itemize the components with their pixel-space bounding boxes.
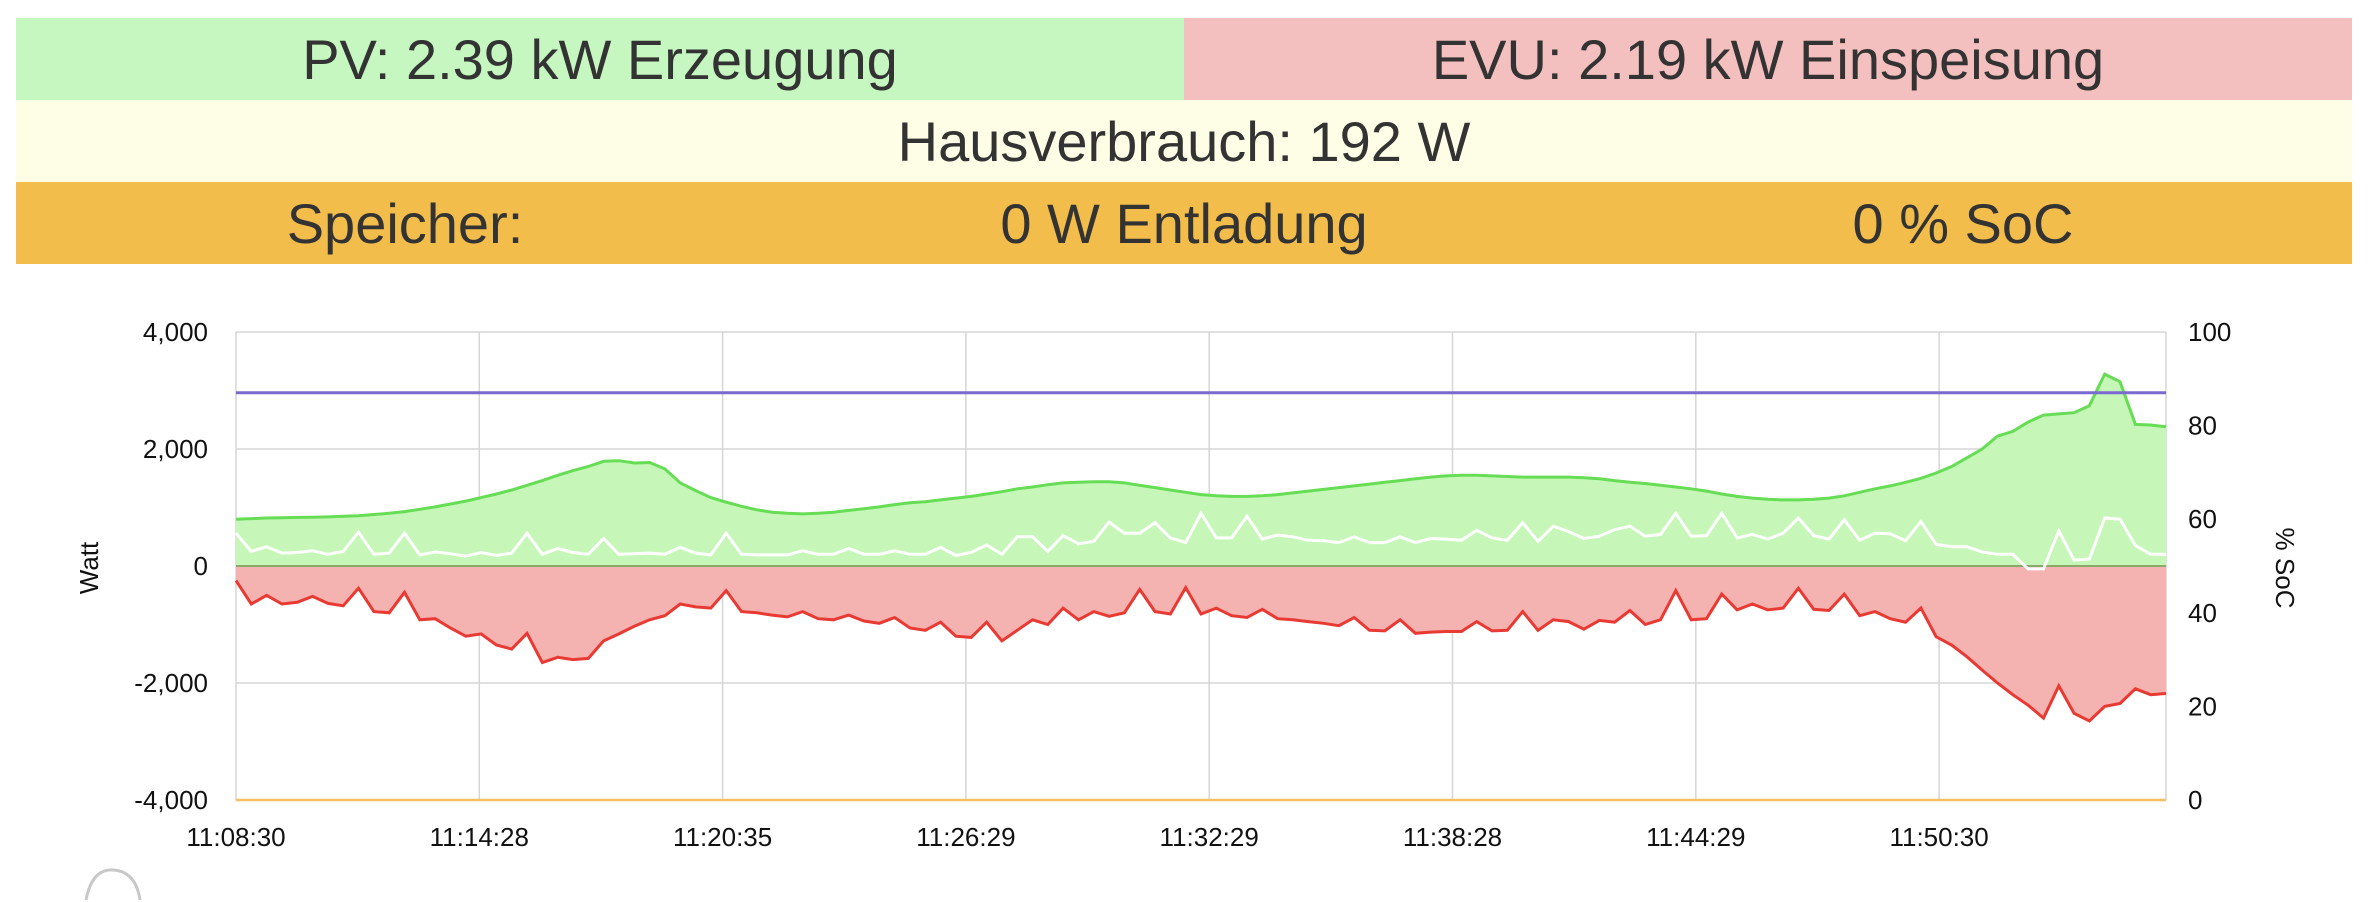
evu-status-text: EVU: 2.19 kW Einspeisung <box>1431 27 2105 91</box>
x-tick: 11:26:29 <box>916 822 1015 852</box>
y-tick-right: 80 <box>2188 411 2217 441</box>
power-chart: 4,000 2,000 0 -2,000 -4,000 100 80 60 40 20 0 11:08… <box>74 317 2300 852</box>
pv-area <box>236 374 2166 566</box>
y-tick-left: 4,000 <box>143 317 208 347</box>
speicher-power-text: 0 W Entladung <box>1000 191 1368 255</box>
y-tick-left: 0 <box>194 551 208 581</box>
speicher-soc-text: 0 % SoC <box>1852 191 2074 255</box>
x-tick: 11:32:29 <box>1160 822 1259 852</box>
evu-line <box>234 579 2167 723</box>
chart-lines <box>234 372 2167 802</box>
y-tick-left: -2,000 <box>134 668 208 698</box>
y-tick-left: 2,000 <box>143 434 208 464</box>
y-tick-right: 60 <box>2188 504 2217 534</box>
evu-status: EVU: 2.19 kW Einspeisung <box>1184 18 2352 100</box>
pv-status: PV: 2.39 kW Erzeugung <box>16 18 1184 100</box>
y-tick-right: 0 <box>2188 785 2202 815</box>
status-row-top: PV: 2.39 kW Erzeugung EVU: 2.19 kW Einsp… <box>16 18 2352 100</box>
y-tick-right: 100 <box>2188 317 2231 347</box>
haus-line <box>234 510 2166 571</box>
x-tick: 11:20:35 <box>673 822 772 852</box>
speicher-label: Speicher: <box>16 182 794 264</box>
x-tick: 11:44:29 <box>1646 822 1745 852</box>
y-tick-left: -4,000 <box>134 785 208 815</box>
hausverbrauch-text: Hausverbrauch: 192 W <box>897 109 1471 173</box>
speicher-power: 0 W Entladung <box>794 182 1574 264</box>
y-axis-left-title: Watt <box>74 541 104 594</box>
speicher-label-text: Speicher: <box>286 191 524 255</box>
evu-area <box>236 566 2166 721</box>
x-tick: 11:38:28 <box>1403 822 1502 852</box>
chart-ticks: 4,000 2,000 0 -2,000 -4,000 100 80 60 40 20 0 11:08… <box>134 317 2231 852</box>
pv-status-text: PV: 2.39 kW Erzeugung <box>302 27 898 91</box>
pv-line <box>235 372 2167 521</box>
y-tick-right: 40 <box>2188 598 2217 628</box>
speicher-status: Speicher: 0 W Entladung 0 % SoC <box>16 182 2352 264</box>
x-tick: 11:14:28 <box>430 822 529 852</box>
x-tick: 11:50:30 <box>1889 822 1988 852</box>
x-tick: 11:08:30 <box>186 822 285 852</box>
y-tick-right: 20 <box>2188 691 2217 721</box>
logo-icon <box>84 868 142 901</box>
speicher-soc: 0 % SoC <box>1574 182 2352 264</box>
chart-areas <box>236 374 2166 721</box>
hausverbrauch-status: Hausverbrauch: 192 W <box>16 100 2352 182</box>
y-axis-right-title: % SoC <box>2270 528 2300 609</box>
